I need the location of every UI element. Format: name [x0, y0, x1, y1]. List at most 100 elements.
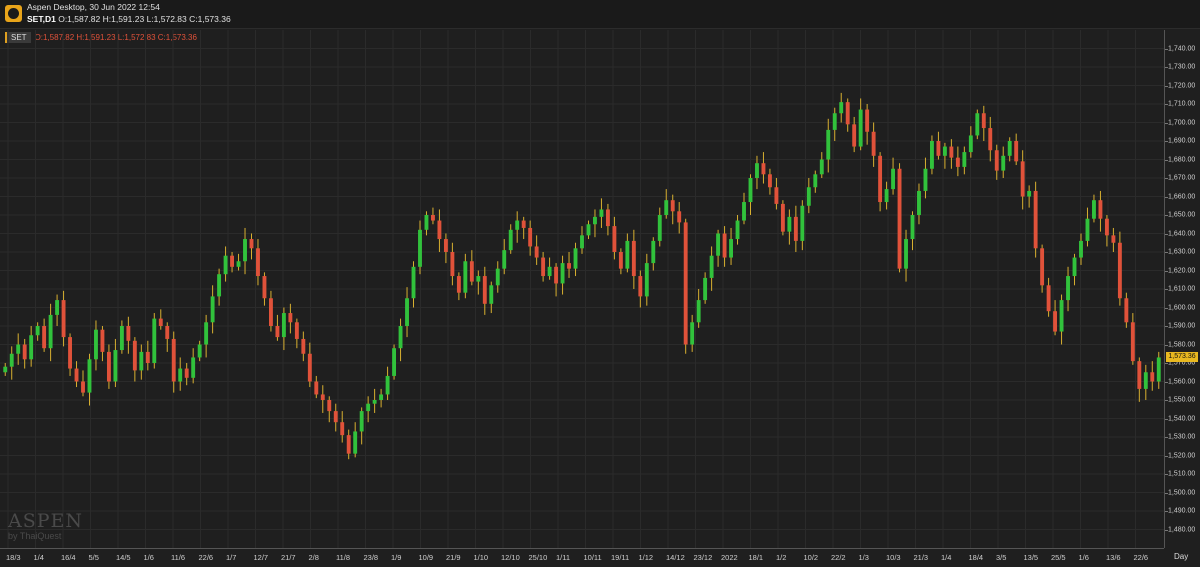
price-tick-mark: [1165, 474, 1168, 475]
candle-down: [307, 353, 312, 382]
date-tick-label: 22/6: [1133, 553, 1149, 562]
candle-down: [74, 368, 79, 382]
price-tick-mark: [1165, 511, 1168, 512]
candle-down: [1098, 200, 1103, 219]
candle-down: [955, 157, 960, 167]
candle-down: [1130, 322, 1135, 362]
candle-down: [1117, 242, 1122, 299]
date-tick-label: 1/9: [391, 553, 402, 562]
candle-up: [489, 285, 494, 304]
candle-up: [411, 266, 416, 299]
price-tick-label: 1,690.00: [1168, 137, 1196, 145]
price-tick-mark: [1165, 326, 1168, 327]
candle-down: [340, 422, 345, 436]
time-axis[interactable]: 18/3 1/4 16/4 5/5 14/5 1/6 11/6 22/6 1/7 12/7 21/7…: [0, 548, 1164, 567]
price-tick-mark: [1165, 215, 1168, 216]
price-tick-mark: [1165, 455, 1168, 457]
candle-down: [450, 252, 455, 277]
price-axis[interactable]: 1,480.00 1,490.00 1,500.00 1,510.00 1,520.00…: [1164, 30, 1200, 548]
timeframe-label[interactable]: Day: [1174, 552, 1189, 561]
candle-down: [268, 298, 273, 326]
date-tick-label: 1/12: [638, 553, 654, 562]
aspen-logo-icon: [5, 5, 22, 22]
date-tick-label: 1/3: [858, 553, 869, 562]
candle-up: [910, 215, 915, 240]
candle-up: [463, 261, 468, 293]
candle-up: [29, 335, 34, 360]
candle-up: [904, 239, 908, 269]
candle-up: [884, 189, 889, 203]
price-tick-label: 1,570.00: [1168, 359, 1196, 367]
price-tick-mark: [1165, 122, 1168, 124]
candle-down: [612, 226, 617, 252]
candle-down: [443, 239, 448, 252]
price-tick-mark: [1165, 418, 1168, 420]
candle-up: [418, 229, 422, 267]
candle-up: [942, 146, 947, 156]
candle-down: [320, 394, 325, 400]
date-tick-label: 1/7: [226, 553, 237, 562]
price-tick-label: 1,680.00: [1168, 156, 1196, 163]
candle-down: [638, 276, 643, 297]
date-tick-label: 1/10: [473, 553, 489, 562]
candle-down: [670, 200, 675, 212]
candle-up: [379, 394, 384, 400]
candle-up: [560, 263, 565, 284]
candle-up: [858, 109, 863, 147]
ohlc-readout: O:1,587.82 H:1,591.23 L:1,572.83 C:1,573…: [58, 14, 231, 24]
candle-down: [567, 263, 571, 269]
candle-up: [813, 174, 818, 188]
candle-up: [599, 209, 604, 217]
candle-up: [502, 250, 507, 269]
candle-down: [327, 400, 332, 412]
price-tick-mark: [1165, 381, 1168, 383]
candle-down: [158, 318, 163, 326]
price-chart[interactable]: [0, 30, 1164, 548]
candle-down: [1014, 141, 1019, 162]
candle-up: [366, 403, 371, 412]
date-tick-label: 14/5: [116, 553, 131, 562]
candle-up: [593, 216, 597, 225]
candle-up: [580, 235, 584, 249]
date-tick-label: 5/5: [88, 553, 99, 562]
candlestick-series: [3, 92, 1161, 460]
price-tick-label: 1,550.00: [1168, 396, 1196, 404]
candle-down: [275, 326, 280, 338]
candle-up: [119, 326, 124, 351]
candle-down: [1104, 218, 1109, 236]
candle-down: [774, 187, 779, 204]
price-tick-mark: [1165, 437, 1168, 438]
candle-down: [605, 209, 610, 227]
date-tick-label: 1/2: [776, 553, 787, 562]
price-tick-mark: [1165, 141, 1168, 142]
candle-down: [793, 216, 798, 241]
date-tick-label: 10/11: [583, 553, 602, 562]
candle-up: [735, 220, 740, 240]
price-tick-label: 1,490.00: [1168, 507, 1196, 515]
aspen-watermark: ASPEN: [8, 510, 84, 532]
date-tick-label: 1/4: [941, 553, 952, 562]
price-tick-mark: [1165, 400, 1168, 401]
price-tick-label: 1,590.00: [1168, 322, 1196, 330]
candle-up: [217, 274, 222, 297]
price-tick-mark: [1165, 529, 1168, 531]
price-tick-label: 1,510.00: [1168, 470, 1196, 478]
candle-down: [534, 246, 539, 258]
price-tick-label: 1,700.00: [1168, 119, 1196, 126]
date-tick-label: 18/3: [6, 553, 21, 562]
candle-up: [1143, 372, 1148, 389]
candle-up: [515, 220, 520, 230]
symbol-badge[interactable]: SET: [5, 32, 31, 43]
candle-down: [865, 109, 870, 132]
candle-down: [1137, 361, 1142, 389]
candle-up: [223, 255, 228, 275]
candle-up: [405, 298, 409, 326]
price-tick-mark: [1165, 363, 1168, 364]
candle-down: [988, 128, 993, 151]
date-tick-label: 12/10: [501, 553, 520, 562]
date-tick-label: 10/3: [886, 553, 901, 562]
candle-up: [1001, 155, 1006, 171]
candle-up: [839, 102, 844, 114]
candle-up: [210, 296, 215, 323]
date-tick-label: 18/1: [748, 553, 764, 562]
